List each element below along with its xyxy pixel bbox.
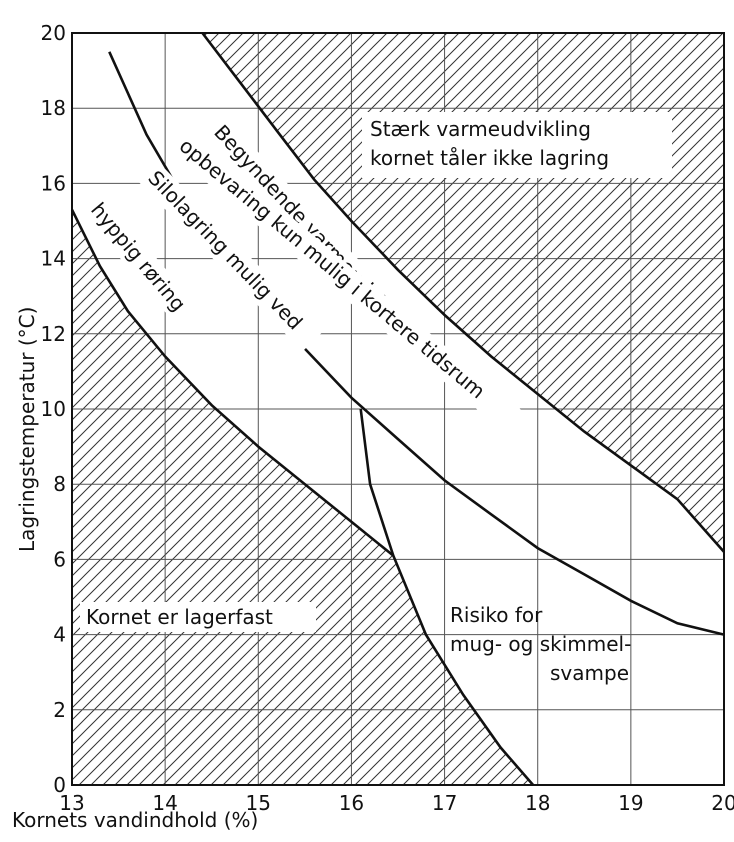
y-tick-label: 18 (41, 96, 66, 120)
lower-region-label: Kornet er lagerfast (86, 605, 273, 629)
y-axis-title: Lagringstemperatur (°C) (15, 307, 39, 552)
upper-region-label-bg (362, 112, 672, 178)
x-tick-label: 15 (246, 791, 271, 815)
curve-upper-label-2-bg (168, 128, 524, 434)
mould-region-label-line2: mug- og skimmel- (450, 632, 631, 656)
hatch-region-lower (72, 209, 534, 785)
y-tick-label: 14 (41, 247, 66, 271)
x-tick-label: 16 (339, 791, 364, 815)
y-tick-label: 8 (53, 472, 66, 496)
x-tick-label: 17 (432, 791, 457, 815)
y-tick-label: 4 (53, 623, 66, 647)
y-tick-label: 0 (53, 773, 66, 797)
y-tick-label: 2 (53, 698, 66, 722)
lower-region-label-bg (80, 602, 316, 632)
plot-frame (71, 32, 725, 786)
curve-lower-label-bg (80, 192, 189, 315)
y-tick-label: 20 (41, 21, 66, 45)
y-tick-label: 16 (41, 171, 66, 195)
upper-region-label-line2: kornet tåler ikke lagring (370, 146, 609, 170)
x-tick-label: 18 (525, 791, 550, 815)
y-tick-label: 12 (41, 322, 66, 346)
mould-region-label-line3: svampe (550, 661, 629, 685)
y-tick-label: 6 (53, 547, 66, 571)
x-axis-title: Kornets vandindhold (%) (12, 808, 258, 832)
curve-lower (70, 209, 395, 557)
x-tick-labels: 13 14 15 16 17 18 19 20 (59, 791, 734, 815)
x-tick-label: 20 (711, 791, 734, 815)
y-tick-labels: 0 2 4 6 8 10 12 14 16 18 20 (41, 21, 66, 797)
curve-middle-label-bg (137, 160, 323, 352)
curve-mould (359, 408, 535, 786)
curve-upper (201, 32, 725, 553)
y-tick-label: 10 (41, 397, 66, 421)
x-tick-label: 13 (59, 791, 84, 815)
x-tick-label: 19 (618, 791, 643, 815)
upper-region-label-line1: Stærk varmeudvikling (370, 117, 591, 141)
x-tick-label: 14 (152, 791, 177, 815)
mould-region-label-line1: Risiko for (450, 603, 543, 627)
